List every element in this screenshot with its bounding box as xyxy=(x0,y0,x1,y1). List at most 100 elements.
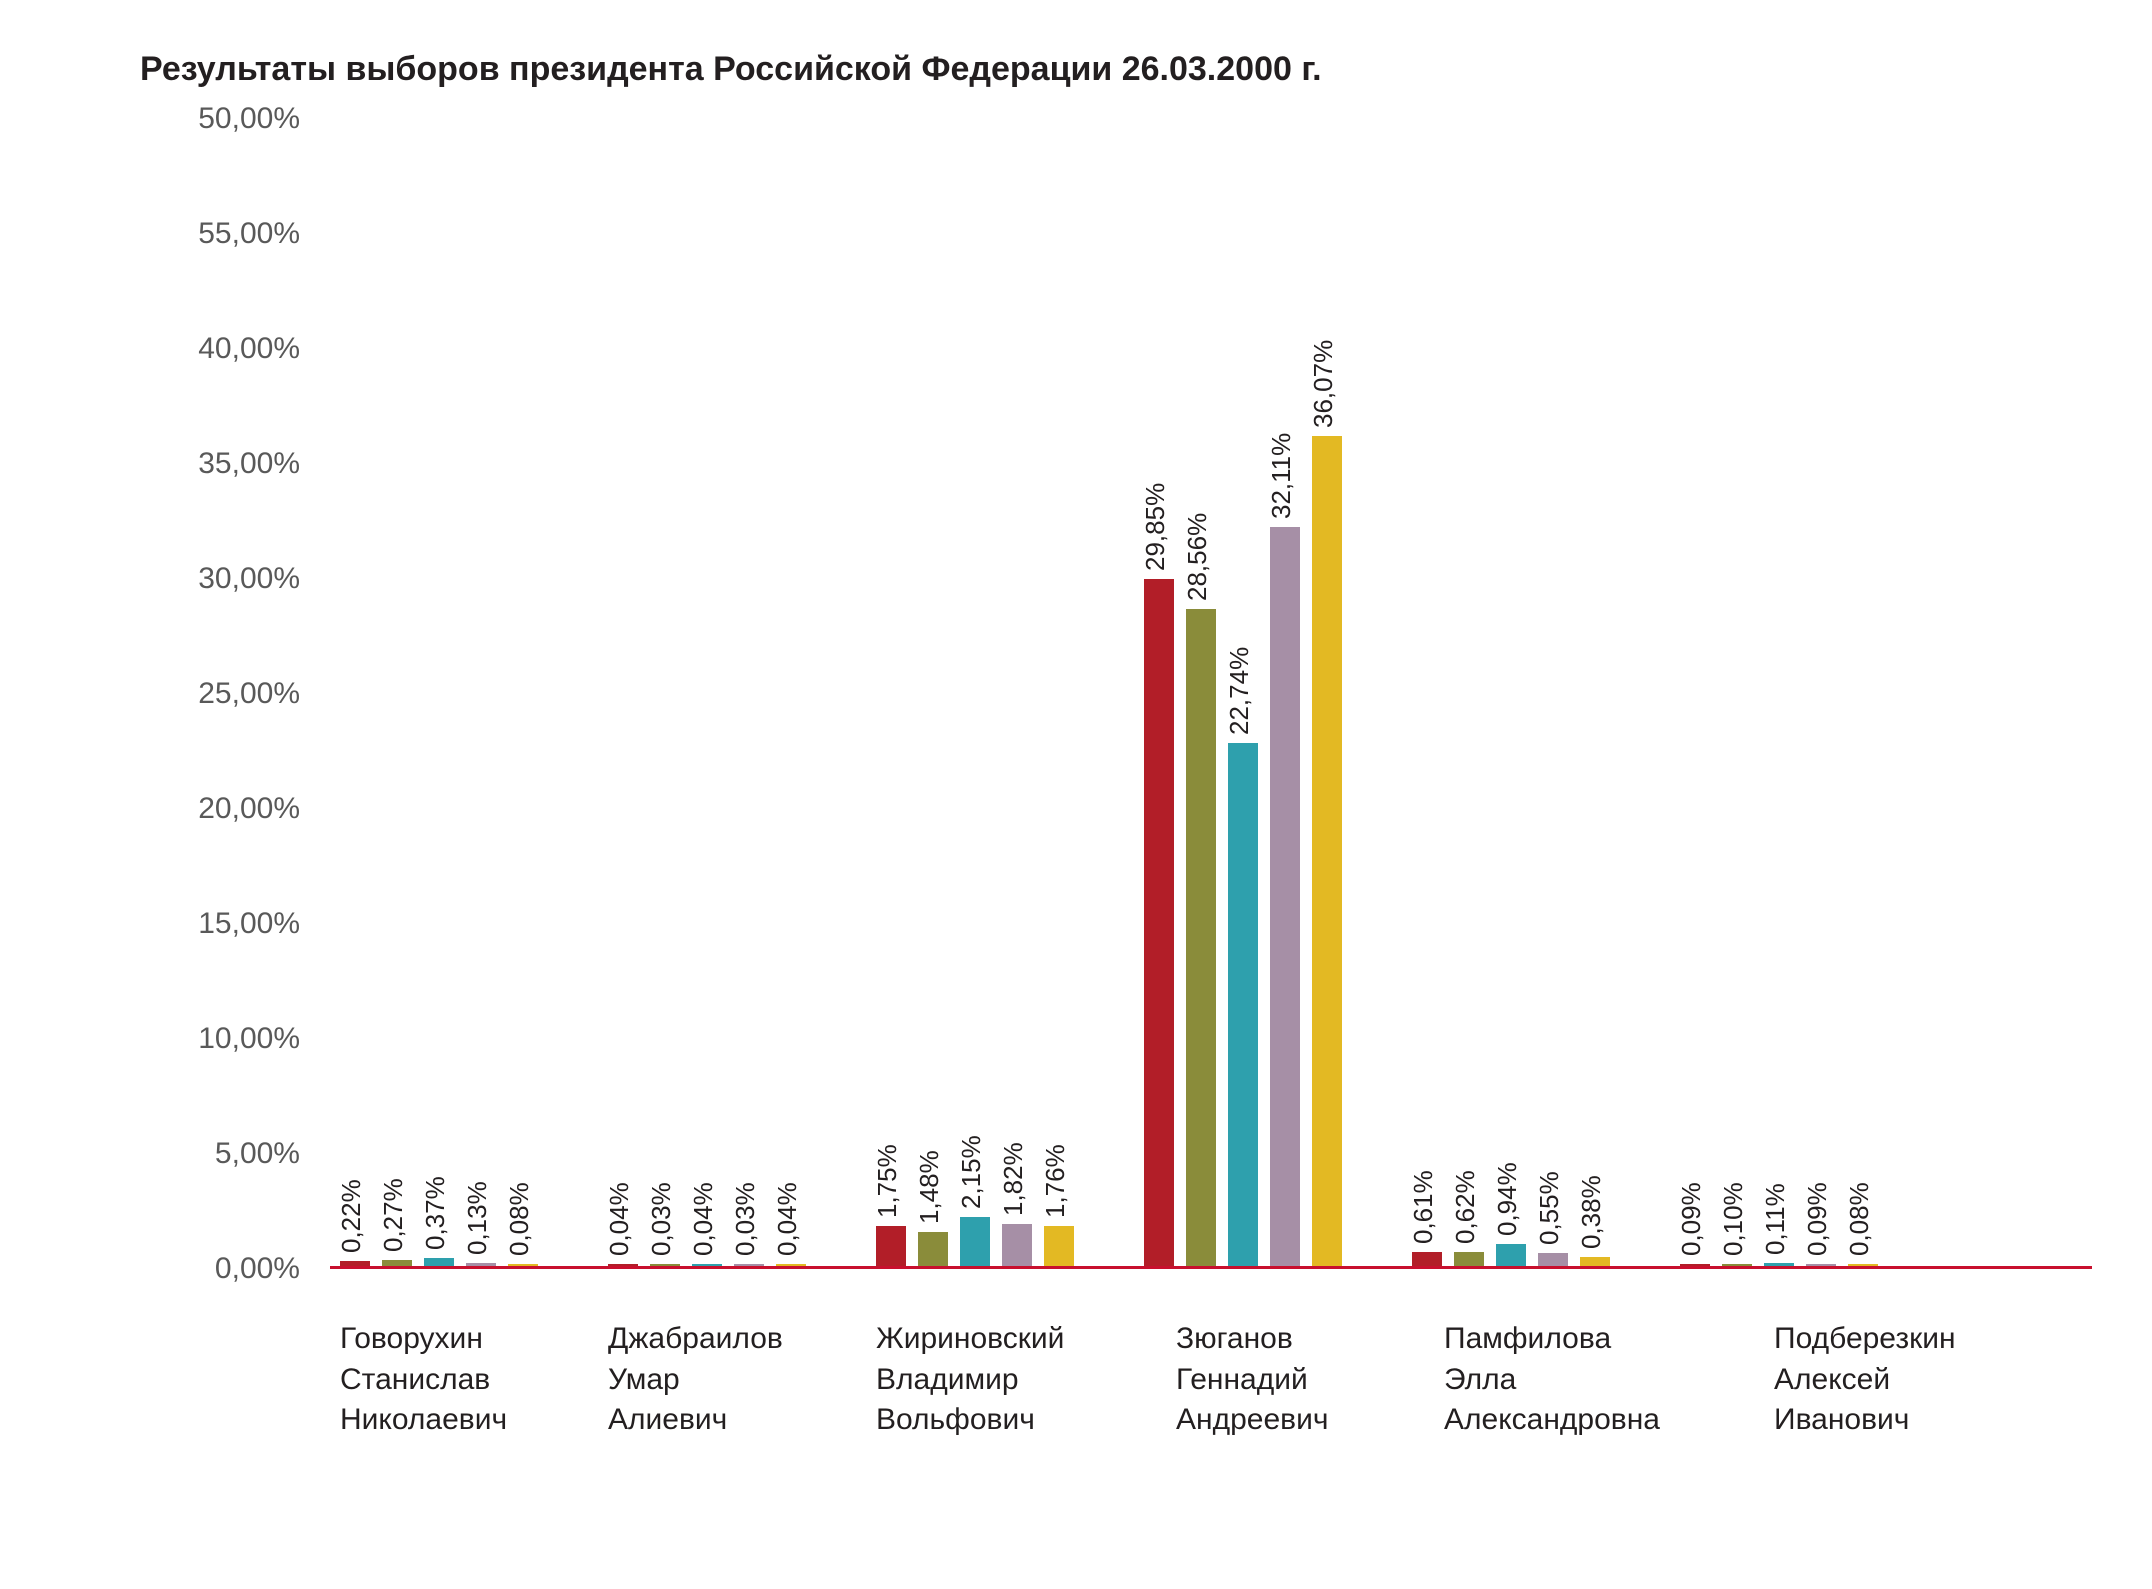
bar-value-label: 0,61% xyxy=(1408,1170,1439,1244)
bar-value-label: 0,13% xyxy=(462,1181,493,1255)
bar xyxy=(960,1217,990,1266)
bar-value-label: 2,15% xyxy=(956,1135,987,1209)
bar xyxy=(1848,1264,1878,1266)
bar-value-label: 0,38% xyxy=(1576,1176,1607,1250)
x-category-label: Жириновский Владимир Вольфович xyxy=(876,1319,1106,1441)
y-tick-label: 5,00% xyxy=(215,1137,300,1171)
bar xyxy=(424,1258,454,1267)
y-tick-label: 55,00% xyxy=(198,217,300,251)
bar-column: 0,04% xyxy=(692,1264,722,1266)
bar xyxy=(608,1264,638,1266)
bar-value-label: 0,62% xyxy=(1450,1170,1481,1244)
bar-value-label: 0,09% xyxy=(1802,1182,1833,1256)
bar-value-label: 0,03% xyxy=(646,1182,677,1256)
x-category-label: Зюганов Геннадий Андреевич xyxy=(1176,1319,1374,1441)
bar-column: 32,11% xyxy=(1270,527,1300,1266)
bar-value-label: 0,09% xyxy=(1676,1182,1707,1256)
bar xyxy=(1044,1226,1074,1266)
plot-area: 0,22%0,27%0,37%0,13%0,08%0,04%0,03%0,04%… xyxy=(330,119,2092,1269)
bar xyxy=(508,1264,538,1266)
bar-value-label: 0,22% xyxy=(336,1179,367,1253)
bar xyxy=(1580,1257,1610,1266)
bar-column: 0,10% xyxy=(1722,1264,1752,1266)
bar-column: 0,11% xyxy=(1764,1263,1794,1266)
bar-column: 0,03% xyxy=(734,1264,764,1266)
bar xyxy=(1144,579,1174,1266)
bar xyxy=(918,1232,948,1266)
bar xyxy=(1228,743,1258,1266)
bar-column: 0,13% xyxy=(466,1263,496,1266)
bar-column: 0,04% xyxy=(608,1264,638,1266)
y-tick-label: 40,00% xyxy=(198,332,300,366)
bar-value-label: 22,74% xyxy=(1224,647,1255,735)
bar xyxy=(340,1261,370,1266)
bar-value-label: 0,10% xyxy=(1718,1182,1749,1256)
bar-value-label: 0,27% xyxy=(378,1178,409,1252)
y-tick-label: 30,00% xyxy=(198,562,300,596)
bar-column: 0,09% xyxy=(1680,1264,1710,1266)
bar-group: 1,75%1,48%2,15%1,82%1,76% xyxy=(876,1217,1074,1266)
bar-group: 0,04% 0,03% 0,04% 0,03% 0,04% xyxy=(608,1264,806,1266)
x-category-label: Подберезкин Алексей Иванович xyxy=(1774,1319,1994,1441)
bar-column: 36,07% xyxy=(1312,436,1342,1266)
bar xyxy=(1186,609,1216,1266)
y-tick-label: 0,00% xyxy=(215,1252,300,1286)
bar-column: 22,74% xyxy=(1228,743,1258,1266)
bar-value-label: 0,08% xyxy=(504,1182,535,1256)
bar xyxy=(692,1264,722,1266)
bar-column: 29,85% xyxy=(1144,579,1174,1266)
bar-group: 29,85% 28,56% 22,74% 32,11% 36,07% xyxy=(1144,436,1342,1266)
bar xyxy=(1002,1224,1032,1266)
y-tick-label: 10,00% xyxy=(198,1022,300,1056)
bar-column: 0,62% xyxy=(1454,1252,1484,1266)
bar xyxy=(876,1226,906,1266)
y-tick-label: 50,00% xyxy=(198,102,300,136)
bar xyxy=(650,1264,680,1266)
bar-column: 0,37% xyxy=(424,1258,454,1267)
bar-column: 0,04% xyxy=(776,1264,806,1266)
bar-value-label: 28,56% xyxy=(1182,513,1213,601)
bar-column: 1,75% xyxy=(876,1226,906,1266)
bar xyxy=(382,1260,412,1266)
y-tick-label: 35,00% xyxy=(198,447,300,481)
bar-column: 0,61% xyxy=(1412,1252,1442,1266)
chart-page: Результаты выборов президента Российской… xyxy=(0,0,2152,1589)
x-axis-labels: Говорухин Станислав Николаевич Джабраилов… xyxy=(330,1319,2092,1441)
bar-value-label: 1,82% xyxy=(998,1142,1029,1216)
bar-value-label: 29,85% xyxy=(1140,483,1171,571)
bar-column: 0,09% xyxy=(1806,1264,1836,1266)
bar xyxy=(1496,1244,1526,1266)
bar-column: 2,15% xyxy=(960,1217,990,1266)
bar xyxy=(1680,1264,1710,1266)
bar xyxy=(1312,436,1342,1266)
x-category-label: Говорухин Станислав Николаевич xyxy=(340,1319,538,1441)
bar-column: 0,38% xyxy=(1580,1257,1610,1266)
bar-value-label: 0,55% xyxy=(1534,1172,1565,1246)
bar-column: 0,08% xyxy=(1848,1264,1878,1266)
chart-title: Результаты выборов президента Российской… xyxy=(140,50,2092,89)
x-category-label: Памфилова Элла Александровна xyxy=(1444,1319,1704,1441)
bar-value-label: 1,76% xyxy=(1040,1144,1071,1218)
bar xyxy=(1538,1253,1568,1266)
y-axis: 50,00%55,00%40,00%35,00%30,00%25,00%20,0… xyxy=(140,119,330,1269)
bar-group: 0,22%0,27%0,37%0,13%0,08% xyxy=(340,1258,538,1267)
bar-value-label: 0,04% xyxy=(688,1182,719,1256)
bar-column: 0,08% xyxy=(508,1264,538,1266)
bar-column: 0,03% xyxy=(650,1264,680,1266)
bar-group: 0,61% 0,62% 0,94% 0,55% 0,38% xyxy=(1412,1244,1610,1266)
bar-value-label: 0,11% xyxy=(1760,1184,1791,1256)
bar-value-label: 0,08% xyxy=(1844,1182,1875,1256)
y-tick-label: 15,00% xyxy=(198,907,300,941)
bar-value-label: 36,07% xyxy=(1308,340,1339,428)
bar-value-label: 0,03% xyxy=(730,1182,761,1256)
bar-column: 28,56% xyxy=(1186,609,1216,1266)
bar-column: 0,55% xyxy=(1538,1253,1568,1266)
bar-column: 0,94% xyxy=(1496,1244,1526,1266)
bar-column: 1,48% xyxy=(918,1232,948,1266)
bar-column: 0,22% xyxy=(340,1261,370,1266)
bar-groups: 0,22%0,27%0,37%0,13%0,08%0,04%0,03%0,04%… xyxy=(330,119,2092,1266)
bar xyxy=(1806,1264,1836,1266)
bar xyxy=(1764,1263,1794,1266)
x-category-label: Джабраилов Умар Алиевич xyxy=(608,1319,806,1441)
bar-column: 1,82% xyxy=(1002,1224,1032,1266)
